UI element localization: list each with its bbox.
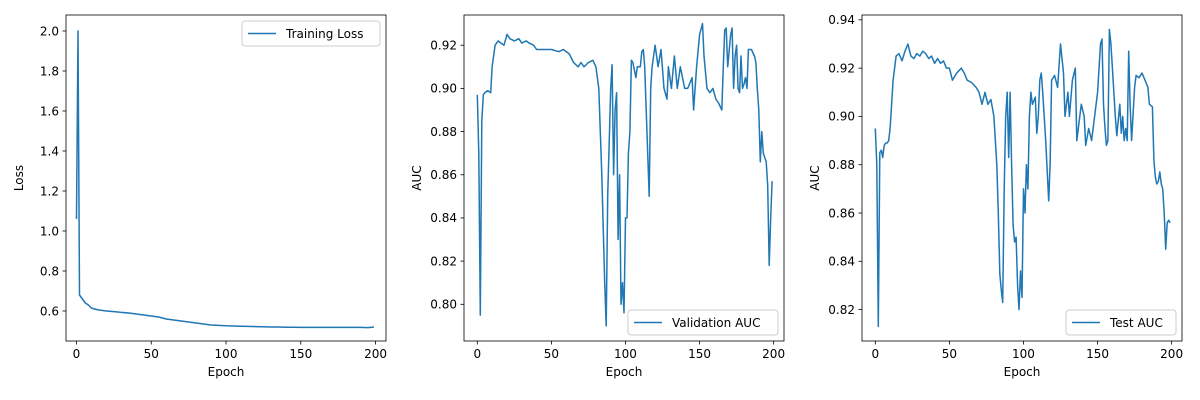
- y-tick-label: 0.82: [430, 254, 457, 268]
- x-axis-label: Epoch: [208, 365, 245, 379]
- chart-panel-2: 0 50 100 150 200 0.80 0.82 0.84 0.86 0.88 0.90 0.92…: [410, 14, 785, 379]
- series-line: [75, 30, 375, 329]
- axes-frame: [861, 14, 1183, 342]
- y-tick-label: 0.84: [430, 211, 457, 225]
- y-tick-label: 0.86: [430, 168, 457, 182]
- x-tick-label: 200: [364, 347, 387, 361]
- legend-box: [241, 20, 381, 47]
- y-tick-label: 0.84: [828, 255, 855, 269]
- series-line: [476, 22, 773, 327]
- y-axis-label: AUC: [410, 165, 424, 190]
- x-tick-label: 150: [688, 347, 711, 361]
- y-tick-label: 0.82: [828, 303, 855, 317]
- series-line: [874, 28, 1171, 328]
- legend: Validation AUC: [627, 309, 779, 336]
- y-tick-label: 0.94: [828, 13, 855, 27]
- x-tick-label: 100: [1012, 347, 1035, 361]
- legend-box: [627, 309, 779, 336]
- axes-frame: [463, 14, 785, 342]
- y-tick-label: 0.92: [828, 61, 855, 75]
- x-tick-label: 100: [614, 347, 637, 361]
- y-tick-label: 1.2: [40, 184, 59, 198]
- x-tick-label: 100: [215, 347, 238, 361]
- legend: Test AUC: [1065, 309, 1177, 336]
- y-tick-label: 0.8: [40, 264, 59, 278]
- axes-frame: [65, 14, 387, 342]
- chart-panel-1: 0 50 100 150 200 0.6 0.8 1.0 1.2 1.4 1.6 1.8 2.0 Epoc…: [12, 14, 387, 379]
- legend: Training Loss: [241, 20, 381, 47]
- legend-label: Training Loss: [285, 27, 363, 41]
- legend-label: Validation AUC: [672, 316, 760, 330]
- y-tick-label: 0.90: [828, 110, 855, 124]
- y-tick-label: 2.0: [40, 24, 59, 38]
- y-tick-label: 0.90: [430, 82, 457, 96]
- x-tick-label: 0: [73, 347, 81, 361]
- y-axis-label: AUC: [808, 165, 822, 190]
- y-tick-label: 1.6: [40, 104, 59, 118]
- y-tick-label: 0.88: [430, 125, 457, 139]
- y-axis-label: Loss: [12, 165, 26, 191]
- chart-panel-3: 0 50 100 150 200 0.82 0.84 0.86 0.88 0.90 0.92 0.94…: [808, 13, 1183, 379]
- y-tick-label: 0.88: [828, 158, 855, 172]
- x-tick-label: 0: [474, 347, 482, 361]
- y-tick-label: 1.0: [40, 224, 59, 238]
- x-tick-label: 150: [1086, 347, 1109, 361]
- x-tick-label: 200: [1160, 347, 1183, 361]
- x-tick-label: 50: [942, 347, 957, 361]
- y-tick-label: 1.8: [40, 64, 59, 78]
- y-tick-label: 1.4: [40, 144, 59, 158]
- x-tick-label: 150: [289, 347, 312, 361]
- x-tick-label: 50: [144, 347, 159, 361]
- legend-box: [1065, 309, 1177, 336]
- y-tick-label: 0.92: [430, 39, 457, 53]
- x-axis-label: Epoch: [606, 365, 643, 379]
- x-axis-label: Epoch: [1004, 365, 1041, 379]
- x-tick-label: 50: [544, 347, 559, 361]
- legend-label: Test AUC: [1109, 316, 1163, 330]
- y-tick-label: 0.80: [430, 298, 457, 312]
- y-tick-label: 0.86: [828, 206, 855, 220]
- x-tick-label: 200: [762, 347, 785, 361]
- y-tick-label: 0.6: [40, 304, 59, 318]
- x-tick-label: 0: [872, 347, 880, 361]
